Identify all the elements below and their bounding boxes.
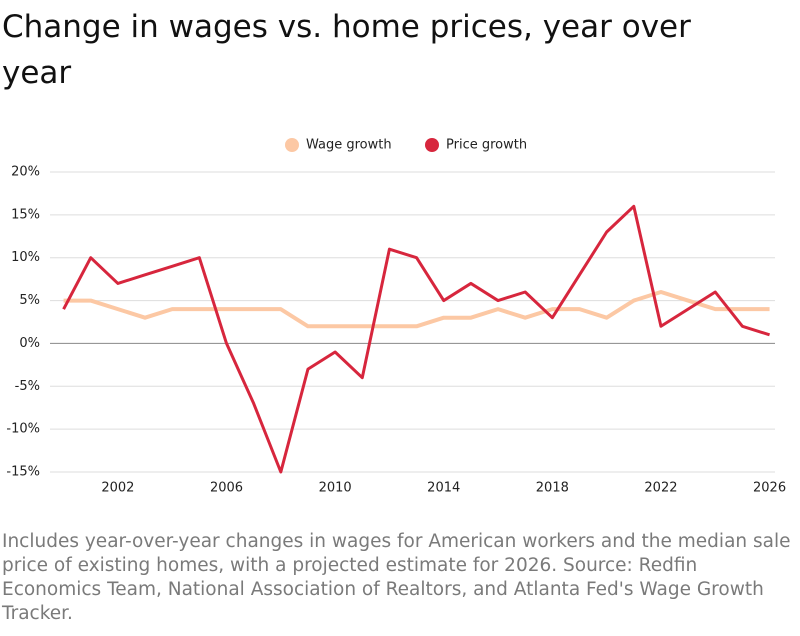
x-tick-label: 2014: [427, 481, 460, 496]
y-tick-label: -10%: [6, 422, 40, 437]
x-tick-label: 2026: [753, 481, 786, 496]
legend-marker: [285, 138, 299, 152]
series-line: [63, 290, 770, 329]
chart-title: Change in wages vs. home prices, year ov…: [2, 9, 691, 91]
y-tick-label: 0%: [19, 336, 40, 351]
series-line: [62, 204, 771, 474]
legend-label: Wage growth: [306, 138, 392, 153]
y-tick-label: 15%: [11, 207, 40, 222]
chart-note: Includes year-over-year changes in wages…: [2, 531, 791, 624]
y-tick-label: -15%: [6, 465, 40, 480]
y-tick-label: 10%: [11, 250, 40, 265]
x-tick-label: 2022: [644, 481, 677, 496]
x-tick-label: 2002: [101, 481, 134, 496]
x-tick-label: 2010: [319, 481, 352, 496]
chart: -15% -10% -5% 0% 5% 10% 15% 20% 2002 2006 2010 2014…: [6, 138, 786, 496]
legend-marker: [425, 138, 439, 152]
y-tick-label: -5%: [15, 379, 40, 394]
x-tick-label: 2018: [536, 481, 569, 496]
legend-label: Price growth: [446, 138, 527, 153]
y-tick-label: 5%: [19, 293, 40, 308]
y-tick-label: 20%: [11, 165, 40, 180]
x-tick-label: 2006: [210, 481, 243, 496]
